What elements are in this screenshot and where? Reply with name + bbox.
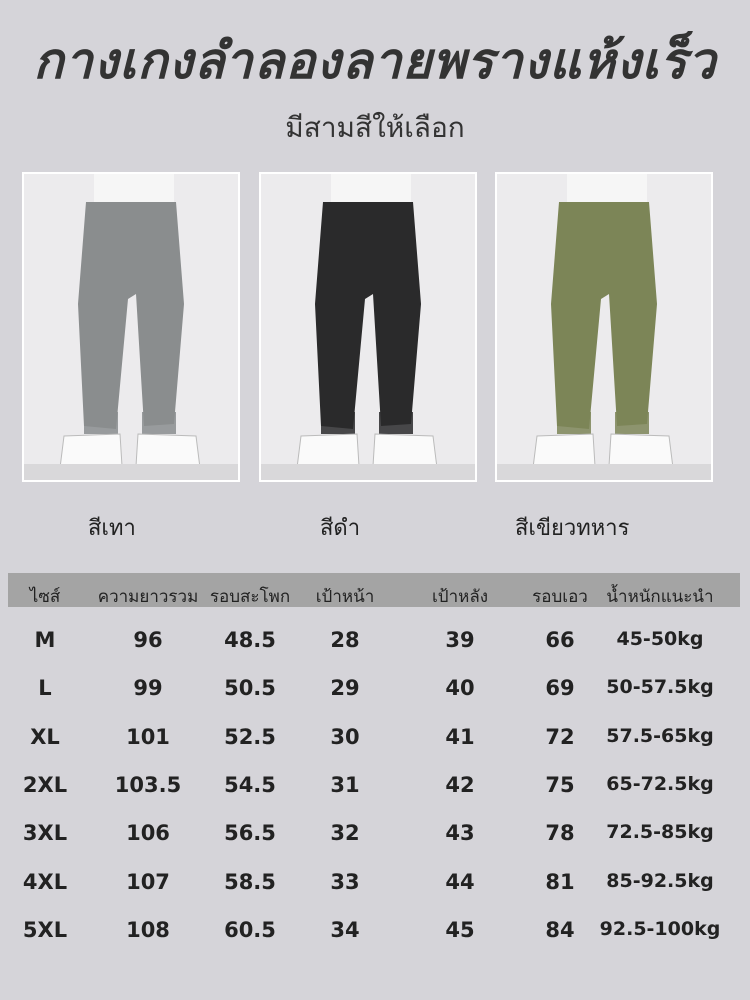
table-cell: 4XL	[22, 869, 68, 894]
product-photo	[259, 172, 477, 482]
table-cell: 106	[126, 821, 170, 846]
table-cell: 56.5	[224, 821, 276, 846]
product-photo	[22, 172, 240, 482]
table-cell: 41	[445, 724, 475, 749]
table-cell: 3XL	[22, 821, 68, 846]
table-cell: 32	[330, 821, 360, 846]
table-row: 4XL 107 58.5 33 44 81 85-92.5kg	[0, 870, 750, 918]
column-header: รอบเอว	[532, 587, 588, 607]
table-cell: 101	[126, 724, 170, 749]
product-photo	[495, 172, 713, 482]
table-cell: 42	[445, 772, 475, 797]
column-header: เป้าหลัง	[431, 587, 489, 607]
table-cell: 103.5	[114, 772, 182, 797]
table-row: 2XL 103.5 54.5 31 42 75 65-72.5kg	[0, 773, 750, 821]
table-cell: 5XL	[22, 917, 68, 942]
product-title: กางเกงลำลองลายพรางแห้งเร็ว	[33, 32, 717, 90]
table-cell: 65-72.5kg	[606, 772, 714, 795]
table-cell: 34	[330, 917, 360, 942]
color-label: สีเขียวทหาร	[515, 516, 630, 541]
table-header-bar	[8, 573, 740, 607]
pants-image	[497, 174, 711, 480]
column-header: รอบสะโพก	[209, 587, 291, 607]
table-cell: 28	[330, 628, 360, 652]
table-row: M 96 48.5 28 39 66 45-50kg	[0, 628, 750, 676]
table-cell: 31	[330, 772, 360, 797]
table-cell: 33	[330, 869, 360, 894]
table-row: 3XL 106 56.5 32 43 78 72.5-85kg	[0, 821, 750, 869]
table-cell: 29	[330, 676, 360, 701]
table-cell: 43	[445, 821, 475, 846]
table-cell: 48.5	[224, 628, 276, 652]
pants-image	[261, 174, 475, 480]
table-cell: M	[34, 628, 56, 652]
table-cell: 72.5-85kg	[606, 821, 714, 844]
table-cell: 44	[445, 869, 475, 894]
table-cell: 2XL	[22, 772, 68, 797]
table-cell: 99	[133, 676, 163, 701]
table-cell: 85-92.5kg	[606, 869, 714, 892]
table-cell: 58.5	[224, 869, 276, 894]
table-cell: 96	[133, 628, 163, 652]
color-label: สีเทา	[88, 516, 136, 541]
table-cell: 40	[445, 676, 475, 701]
table-row: 5XL 108 60.5 34 45 84 92.5-100kg	[0, 918, 750, 966]
table-cell: 60.5	[224, 917, 276, 942]
table-row: L 99 50.5 29 40 69 50-57.5kg	[0, 676, 750, 724]
table-row: XL 101 52.5 30 41 72 57.5-65kg	[0, 725, 750, 773]
table-cell: 81	[545, 869, 575, 894]
column-header: ไซส์	[29, 587, 61, 607]
column-header: ความยาวรวม	[97, 587, 199, 607]
table-cell: L	[38, 676, 52, 701]
table-cell: 107	[126, 869, 170, 894]
table-cell: 72	[545, 724, 575, 749]
pants-image	[24, 174, 238, 480]
table-cell: 30	[330, 724, 360, 749]
table-cell: 75	[545, 772, 575, 797]
table-cell: 57.5-65kg	[606, 724, 714, 747]
table-cell: 108	[126, 917, 170, 942]
table-cell: 50-57.5kg	[606, 676, 714, 699]
table-cell: 52.5	[224, 724, 276, 749]
table-cell: 78	[545, 821, 575, 846]
table-cell: 84	[545, 917, 575, 942]
table-cell: 39	[445, 628, 475, 652]
table-cell: 54.5	[224, 772, 276, 797]
table-cell: 69	[545, 676, 575, 701]
column-header: น้ำหนักแนะนำ	[606, 587, 714, 607]
product-subtitle: มีสามสีให้เลือก	[285, 111, 465, 144]
table-cell: 50.5	[224, 676, 276, 701]
table-cell: XL	[30, 724, 60, 749]
color-label: สีดำ	[320, 516, 361, 541]
table-cell: 66	[545, 628, 575, 652]
table-cell: 45-50kg	[616, 628, 704, 650]
column-header: เป้าหน้า	[315, 587, 375, 607]
table-cell: 45	[445, 917, 475, 942]
table-cell: 92.5-100kg	[599, 917, 721, 940]
